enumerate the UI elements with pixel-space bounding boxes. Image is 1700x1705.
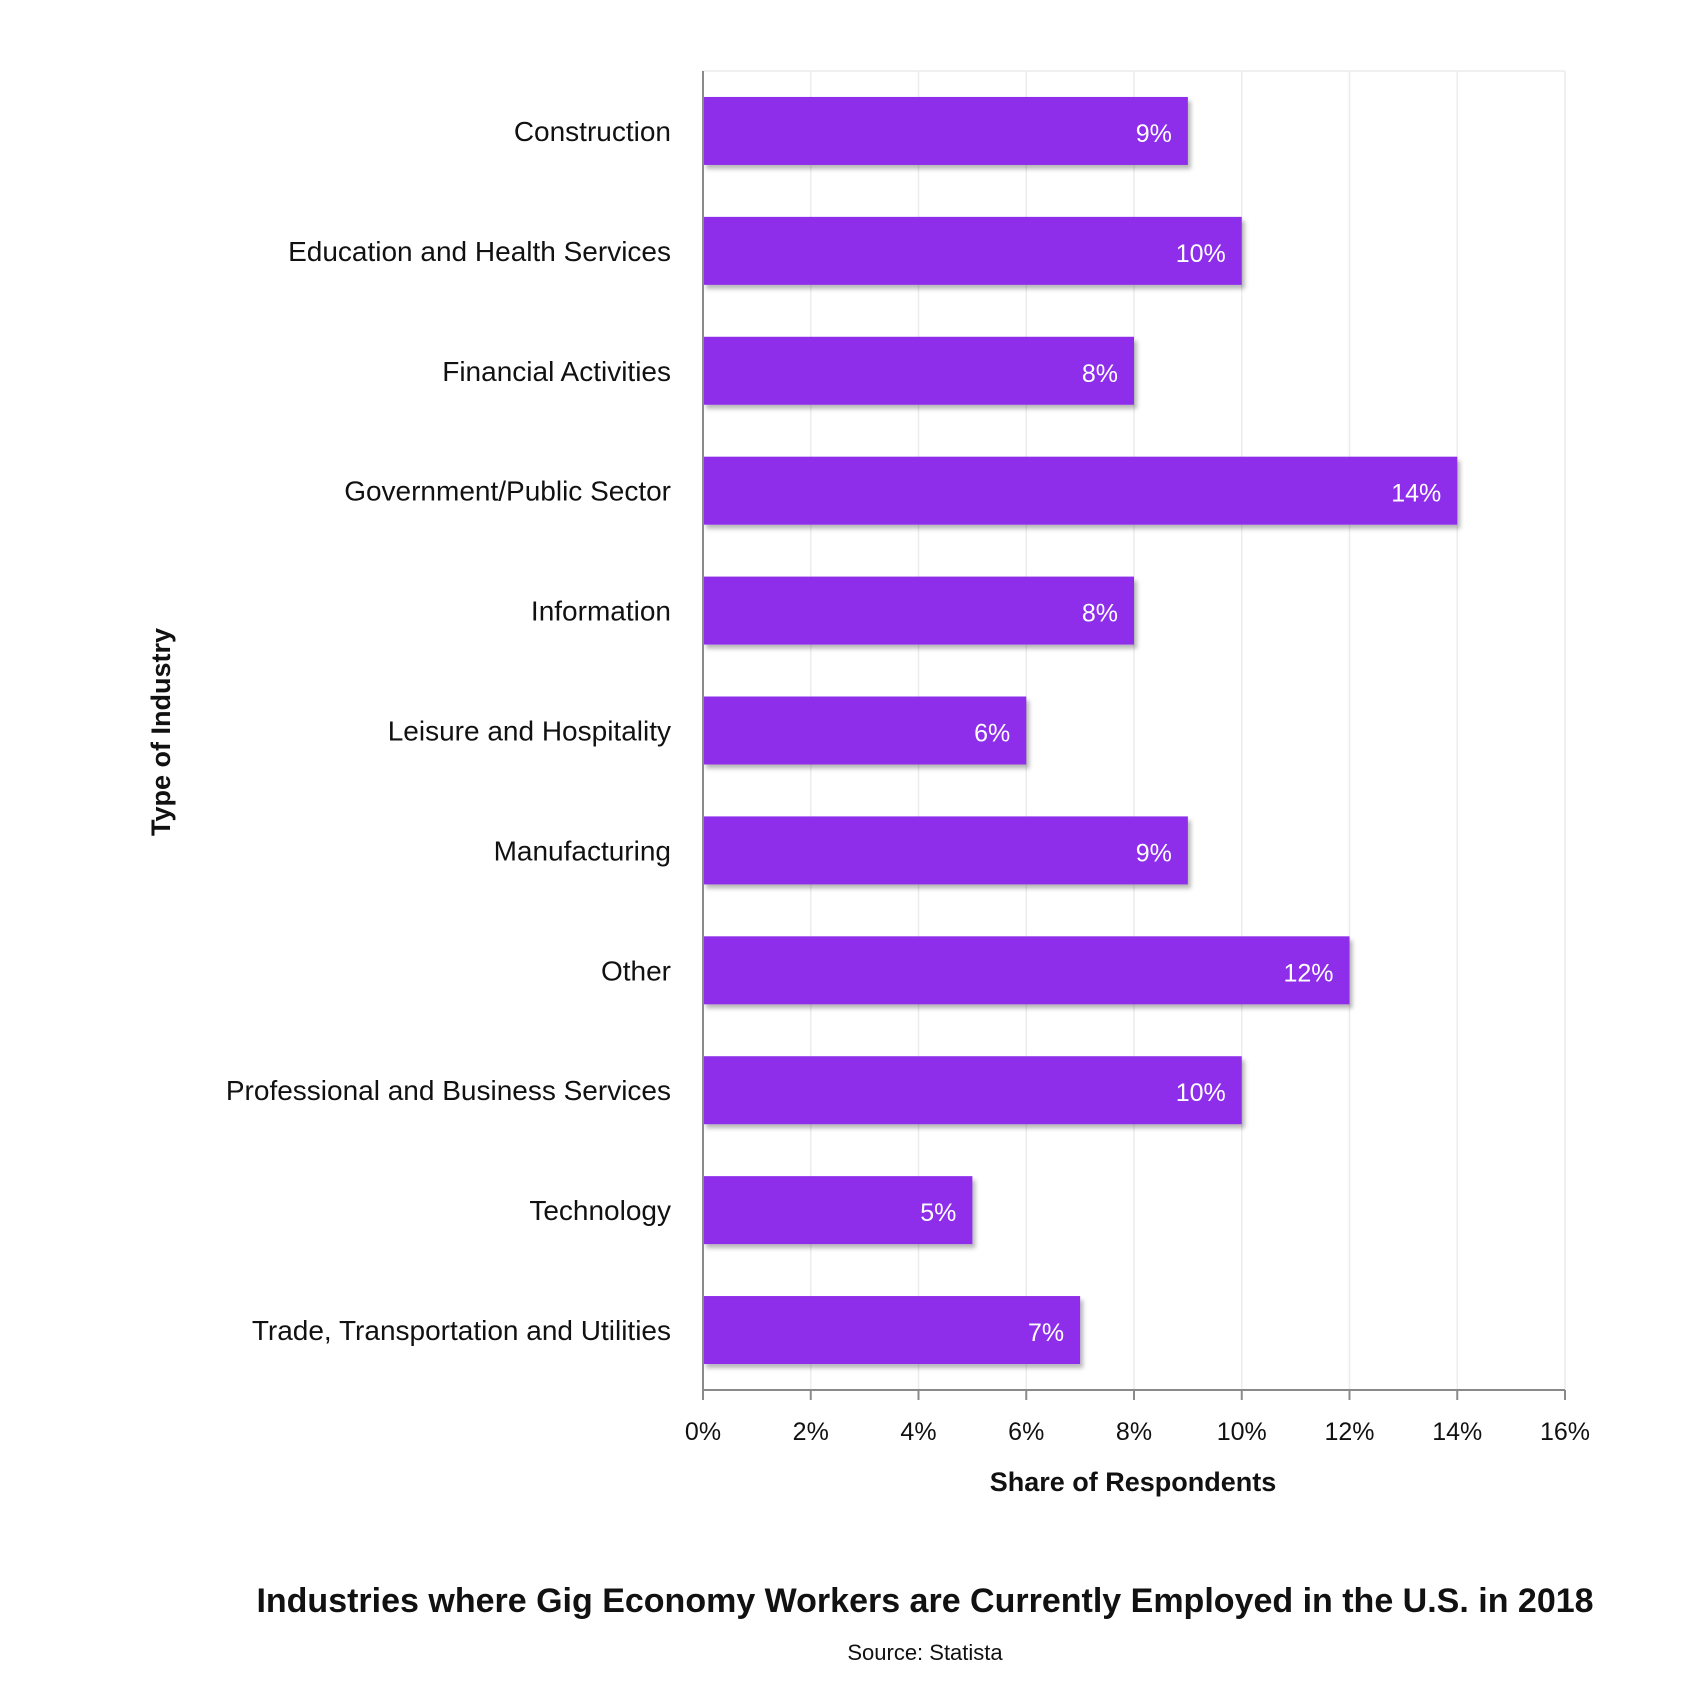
bar-5 — [703, 696, 1027, 765]
category-label-9: Technology — [529, 1195, 671, 1226]
data-label-1: 10% — [1176, 240, 1226, 268]
x-tick-label-2: 4% — [900, 1418, 936, 1446]
bar-7 — [703, 936, 1350, 1005]
x-tick-label-4: 8% — [1116, 1418, 1152, 1446]
category-label-7: Other — [601, 955, 671, 986]
x-tick-label-0: 0% — [685, 1418, 721, 1446]
bar-0 — [703, 96, 1188, 165]
category-label-8: Professional and Business Services — [226, 1075, 671, 1106]
category-label-1: Education and Health Services — [288, 236, 671, 267]
x-tick-label-1: 2% — [793, 1418, 829, 1446]
data-label-0: 9% — [1136, 120, 1172, 148]
source-text: Source: Statista — [847, 1640, 1003, 1665]
x-tick-label-6: 12% — [1324, 1418, 1374, 1446]
x-tick-label-7: 14% — [1432, 1418, 1482, 1446]
data-label-7: 12% — [1283, 959, 1333, 987]
data-label-4: 8% — [1082, 600, 1118, 628]
data-label-10: 7% — [1028, 1319, 1064, 1347]
category-label-2: Financial Activities — [442, 356, 671, 387]
x-axis-title: Share of Respondents — [990, 1467, 1277, 1497]
data-label-8: 10% — [1176, 1079, 1226, 1107]
data-label-9: 5% — [920, 1199, 956, 1227]
category-label-0: Construction — [514, 116, 671, 147]
bar-1 — [703, 216, 1242, 285]
bar-10 — [703, 1296, 1081, 1365]
data-label-3: 14% — [1391, 480, 1441, 508]
category-label-4: Information — [531, 596, 671, 627]
grid-lines — [703, 70, 1566, 1390]
bar-2 — [703, 336, 1134, 405]
x-tick-label-3: 6% — [1008, 1418, 1044, 1446]
chart-title: Industries where Gig Economy Workers are… — [256, 1582, 1593, 1620]
bar-3 — [703, 456, 1458, 525]
data-label-2: 8% — [1082, 360, 1118, 388]
bar-8 — [703, 1056, 1242, 1125]
bar-9 — [703, 1176, 973, 1245]
labels: 9% Construction 10% Education and Health Se… — [226, 116, 1590, 1446]
x-tick-label-8: 16% — [1540, 1418, 1590, 1446]
axes — [702, 71, 1566, 1400]
category-label-5: Leisure and Hospitality — [388, 716, 671, 747]
data-label-5: 6% — [974, 720, 1010, 748]
data-label-6: 9% — [1136, 839, 1172, 867]
category-label-3: Government/Public Sector — [344, 476, 671, 507]
bar-6 — [703, 816, 1188, 885]
category-label-10: Trade, Transportation and Utilities — [252, 1315, 671, 1346]
x-tick-label-5: 10% — [1217, 1418, 1267, 1446]
y-axis-title: Type of Industry — [146, 628, 176, 836]
bars — [703, 96, 1458, 1365]
bar-4 — [703, 576, 1134, 645]
category-label-6: Manufacturing — [494, 835, 671, 866]
